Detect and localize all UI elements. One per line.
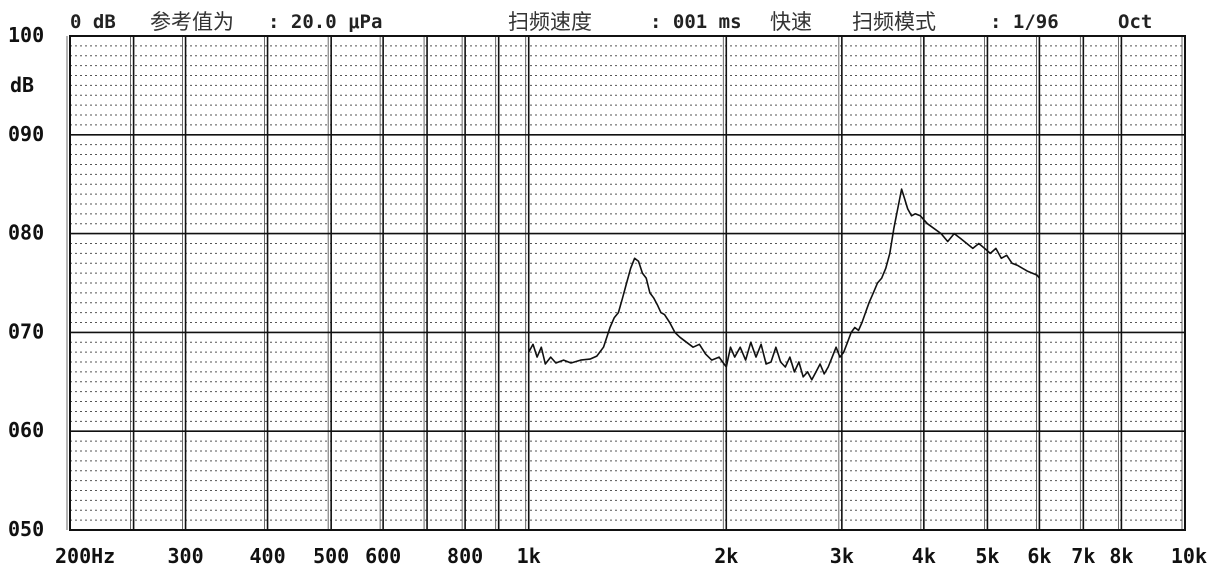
chart-header: 0 dB 参考值为 : 20.0 μPa 扫频速度 : 001 ms 快速 扫频… [70, 10, 1152, 34]
sweep-mode-label: 扫频模式 [852, 10, 936, 34]
minor-gridlines [70, 45, 1185, 521]
y-tick-label: 100 [8, 23, 44, 47]
x-tick-label: 4k [912, 544, 936, 568]
sweep-speed-label: 扫频速度 [508, 10, 592, 34]
sweep-speed-value: : 001 ms [650, 11, 742, 33]
x-tick-label: 1k [517, 544, 541, 568]
x-tick-label: 5k [975, 544, 999, 568]
sweep-speed-mode: 快速 [770, 10, 812, 34]
y-tick-label: 050 [8, 517, 44, 541]
y-axis-unit-label: dB [10, 73, 34, 97]
x-tick-label: 2k [714, 544, 738, 568]
y-tick-label: 080 [8, 221, 44, 245]
y-tick-label: 060 [8, 418, 44, 442]
y-tick-label: 090 [8, 122, 44, 146]
x-tick-label: 3k [830, 544, 854, 568]
plot-frame [69, 35, 1186, 531]
sweep-mode-unit: Oct [1118, 11, 1152, 33]
series-line [527, 188, 1041, 381]
x-tick-label: 300 [168, 544, 204, 568]
x-tick-label: 7k [1071, 544, 1095, 568]
x-tick-label: 8k [1109, 544, 1133, 568]
reference-prefix: 0 dB [70, 11, 116, 33]
x-tick-label: 6k [1027, 544, 1051, 568]
reference-value: : 20.0 μPa [268, 11, 382, 33]
x-tick-label: 400 [249, 544, 285, 568]
series-group [527, 188, 1041, 381]
x-tick-label: 200Hz [55, 544, 115, 568]
y-tick-labels: 100 090 080 070 060 050 [8, 23, 44, 541]
sweep-mode-value: : 1/96 [990, 11, 1059, 33]
x-tick-labels: 200Hz 300 400 500 600 800 1k 2k 3k 4k 5k 6k 7k 8k 10k [55, 544, 1207, 568]
reference-label: 参考值为 [150, 10, 234, 34]
x-tick-label: 800 [447, 544, 483, 568]
x-tick-label: 600 [365, 544, 401, 568]
x-tick-label: 10k [1171, 544, 1207, 568]
y-tick-label: 070 [8, 319, 44, 343]
x-tick-label: 500 [313, 544, 349, 568]
